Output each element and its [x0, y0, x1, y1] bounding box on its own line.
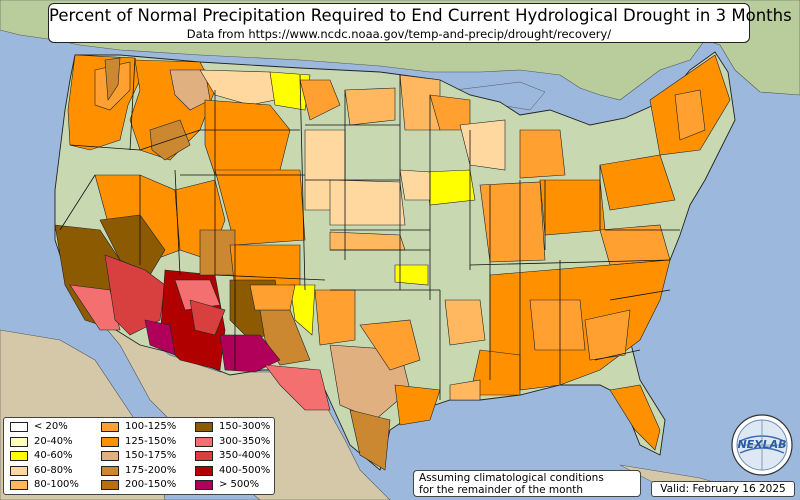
- legend-swatch: [195, 436, 213, 447]
- legend-label: < 20%: [34, 421, 68, 432]
- legend-swatch: [195, 451, 213, 461]
- map-subtitle: Data from https://www.ncdc.noaa.gov/temp…: [186, 27, 612, 41]
- legend-label: 80-100%: [34, 479, 79, 490]
- assumption-note: Assuming climatological conditions for t…: [413, 470, 641, 497]
- legend-swatch: [101, 465, 119, 476]
- legend-swatch: [10, 436, 28, 447]
- legend-label: 150-300%: [219, 421, 271, 432]
- legend-label: 100-125%: [125, 421, 177, 432]
- legend-label: 125-150%: [125, 435, 177, 447]
- legend: < 20% 20-40% 40-60% 60-80% 80-100% 100-125% 12…: [3, 417, 275, 495]
- legend-swatch: [10, 480, 28, 490]
- legend-label: 40-60%: [34, 450, 73, 461]
- legend-swatch: [195, 465, 213, 476]
- valid-date: Valid: February 16 2025: [651, 481, 795, 497]
- note-line-1: Assuming climatological conditions: [419, 472, 604, 484]
- legend-swatch: [101, 422, 119, 432]
- legend-swatch: [10, 465, 28, 476]
- nexlab-logo: NEXLAB: [731, 414, 793, 476]
- legend-swatch: [10, 451, 28, 461]
- legend-swatch: [101, 436, 119, 447]
- legend-swatch: [195, 480, 213, 490]
- logo-text: NEXLAB: [737, 438, 786, 451]
- legend-label: > 500%: [219, 479, 260, 490]
- legend-label: 350-400%: [219, 450, 271, 461]
- legend-label: 175-200%: [125, 464, 177, 476]
- drought-regions: [54, 54, 731, 471]
- legend-label: 200-150%: [125, 479, 177, 490]
- map-title: Percent of Normal Precipitation Required…: [49, 6, 792, 25]
- legend-label: 20-40%: [34, 435, 73, 447]
- legend-label: 400-500%: [219, 464, 271, 476]
- state-borders: [59, 57, 680, 400]
- legend-swatch: [195, 422, 213, 432]
- legend-label: 150-175%: [125, 450, 177, 461]
- title-box: Percent of Normal Precipitation Required…: [48, 3, 792, 43]
- legend-label: 300-350%: [219, 435, 271, 447]
- legend-swatch: [101, 451, 119, 461]
- legend-swatch: [10, 422, 28, 432]
- legend-label: 60-80%: [34, 464, 73, 476]
- legend-swatch: [101, 480, 119, 490]
- note-line-2: for the remainder of the month: [419, 484, 584, 496]
